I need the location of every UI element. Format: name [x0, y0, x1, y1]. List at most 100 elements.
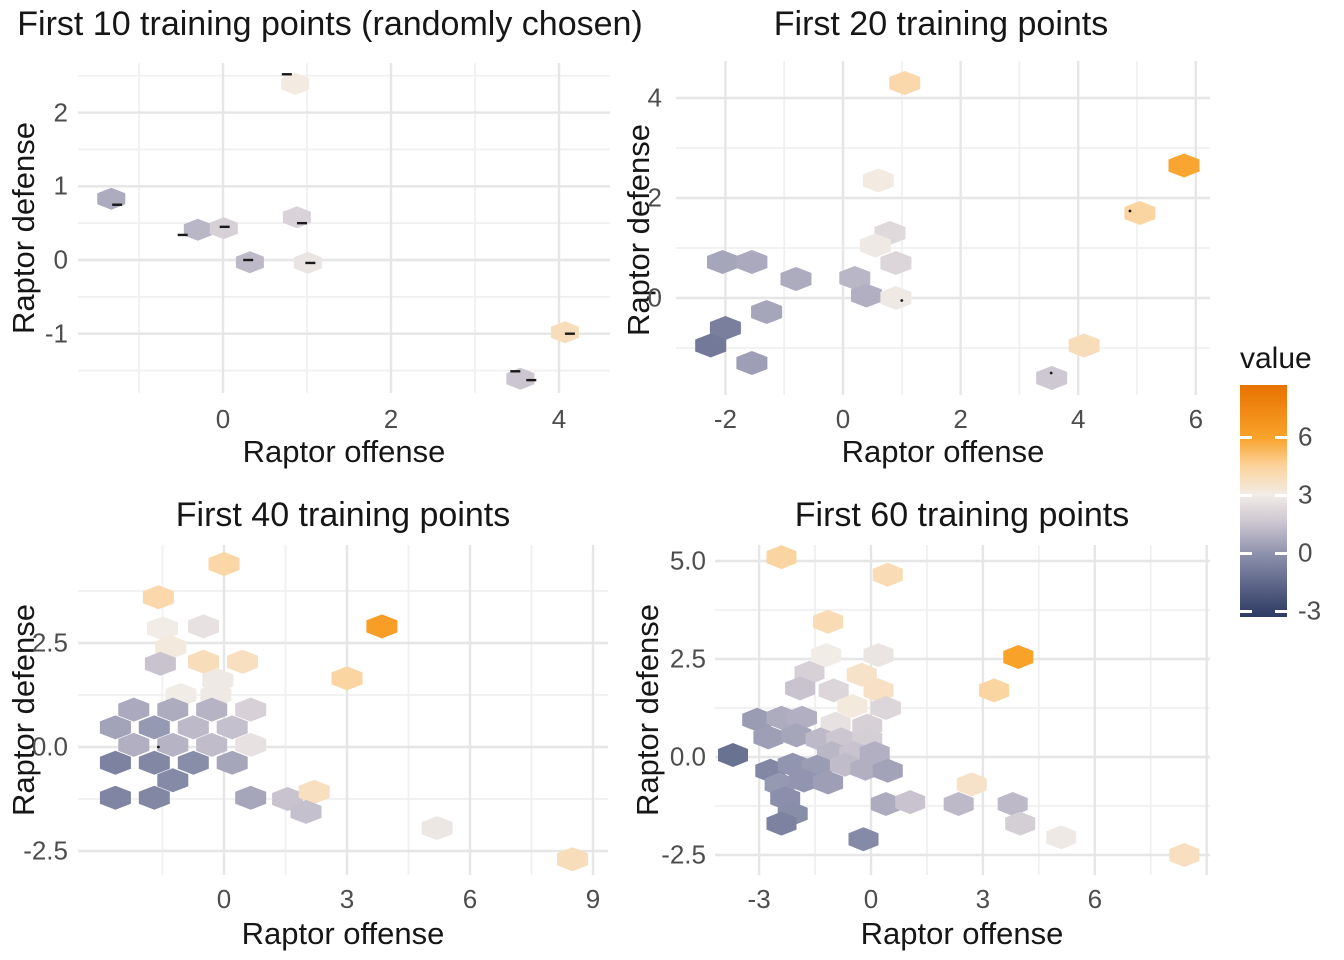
hexbin-cell — [709, 316, 741, 340]
hexbin-cell — [780, 267, 812, 291]
hexbin-cell — [1003, 645, 1034, 669]
training-point-dot — [157, 745, 160, 749]
training-point-dash — [281, 73, 292, 76]
hexbin-cell — [766, 545, 797, 570]
hexbin-cell — [557, 847, 588, 872]
x-tick-label: 4 — [1070, 404, 1086, 434]
hexbin-cell — [177, 750, 209, 775]
hexbin-cell — [736, 250, 768, 274]
x-axis-title-first-20: Raptor offense — [841, 434, 1045, 469]
hexbin-cell — [862, 168, 894, 193]
y-tick-label: 4 — [647, 82, 662, 113]
hexbin-cell — [1036, 366, 1068, 390]
x-tick-label: -2 — [713, 404, 737, 434]
hexbin-cell — [695, 333, 727, 358]
hexbin-cell — [216, 715, 248, 740]
hexbin-cell — [99, 750, 131, 775]
x-tick-label: 6 — [1087, 884, 1103, 914]
y-tick-label: -1 — [44, 318, 68, 349]
training-point-dot — [1128, 209, 1132, 213]
hexbin-cell — [157, 697, 189, 722]
hexbin-cell — [209, 217, 238, 240]
hexbin-cell — [751, 300, 783, 324]
hexbin-cell — [870, 792, 901, 816]
hexbin-cell — [118, 732, 150, 757]
hexbin-cell — [1168, 153, 1200, 178]
training-point-dash — [564, 332, 575, 335]
hexbin-cell — [1124, 201, 1156, 225]
hexbin-cell — [235, 697, 267, 722]
hexbin-cell — [889, 71, 921, 95]
legend-tick-label: 6 — [1298, 421, 1313, 452]
hexbin-cell — [813, 770, 844, 795]
hexbin-cell — [157, 768, 189, 793]
x-tick-label: 2 — [953, 404, 968, 434]
hexbin-cell — [157, 732, 189, 757]
hexbin-cell — [331, 666, 363, 691]
hexbin-cell — [781, 723, 812, 748]
plot-title-first-60: First 60 training points — [794, 496, 1130, 534]
hexbin-cell — [788, 768, 819, 793]
x-tick-label: 4 — [551, 404, 567, 434]
legend-tick-label: -3 — [1298, 595, 1322, 626]
x-tick-label: 9 — [585, 884, 601, 914]
y-axis-title-first-10: Raptor defense — [6, 122, 41, 334]
hexbin-cell — [943, 792, 974, 816]
hexbin-cell — [766, 811, 797, 836]
hexbin-cell — [1068, 333, 1100, 358]
legend-tick-mark — [1275, 493, 1287, 497]
hexbin-panel-first-40 — [78, 545, 608, 875]
hexbin-cell — [956, 772, 987, 797]
training-point-dash — [526, 378, 537, 382]
training-point-dash — [296, 221, 307, 225]
hexbin-panel-first-10 — [78, 63, 610, 393]
hexbin-cell — [196, 697, 228, 722]
x-tick-label: 6 — [462, 884, 478, 914]
hexbin-cell — [144, 651, 176, 676]
y-axis-title-first-60: Raptor defense — [630, 604, 665, 816]
legend-title: value — [1240, 342, 1312, 375]
x-tick-label: 0 — [835, 404, 851, 434]
x-tick-label: 0 — [215, 404, 231, 434]
hexbin-cell — [839, 266, 871, 290]
hexbin-cell — [290, 799, 322, 824]
hexbin-cell — [99, 715, 131, 740]
legend-tick-mark — [1240, 493, 1252, 497]
hexbin-cell — [147, 616, 178, 641]
hexbin-cell — [138, 750, 170, 775]
y-tick-label: 2.5 — [31, 627, 68, 658]
hexbin-cell — [846, 662, 877, 687]
x-tick-label: -3 — [747, 884, 771, 914]
hexbin-cell — [859, 233, 891, 258]
y-tick-label: 0.0 — [31, 731, 68, 762]
training-point-dash — [243, 258, 254, 262]
training-point-dash — [112, 203, 123, 206]
hexbin-panel-first-20 — [676, 61, 1210, 395]
hexbin-panel-first-60 — [715, 545, 1210, 875]
hexbin-cell — [870, 696, 901, 720]
plot-title-first-10: First 10 training points (randomly chose… — [17, 5, 643, 43]
hexbin-cell — [851, 283, 882, 308]
legend-tick-mark — [1240, 609, 1252, 613]
hexbin-cell — [872, 758, 903, 783]
legend-tick-label: 0 — [1298, 537, 1313, 568]
y-tick-label: 2.5 — [669, 643, 706, 674]
x-tick-label: 3 — [339, 884, 355, 914]
hexbin-cell — [138, 785, 170, 810]
hexbin-cell — [138, 715, 170, 740]
hexbin-cell — [787, 705, 817, 730]
hexbin-cell — [298, 779, 330, 804]
hexbin-cell — [742, 707, 773, 732]
hexbin-cell — [188, 649, 219, 674]
training-point-dash — [510, 370, 521, 373]
x-axis-title-first-10: Raptor offense — [242, 434, 446, 469]
legend-tick-mark — [1275, 551, 1287, 555]
training-point-dash — [177, 233, 188, 237]
legend-tick-mark — [1240, 551, 1252, 555]
legend-tick-label: 3 — [1298, 479, 1313, 510]
hexbin-cell — [235, 785, 267, 810]
y-tick-label: 2 — [53, 97, 68, 128]
hexbin-cell — [99, 785, 131, 810]
hexbin-cell — [1005, 811, 1036, 836]
